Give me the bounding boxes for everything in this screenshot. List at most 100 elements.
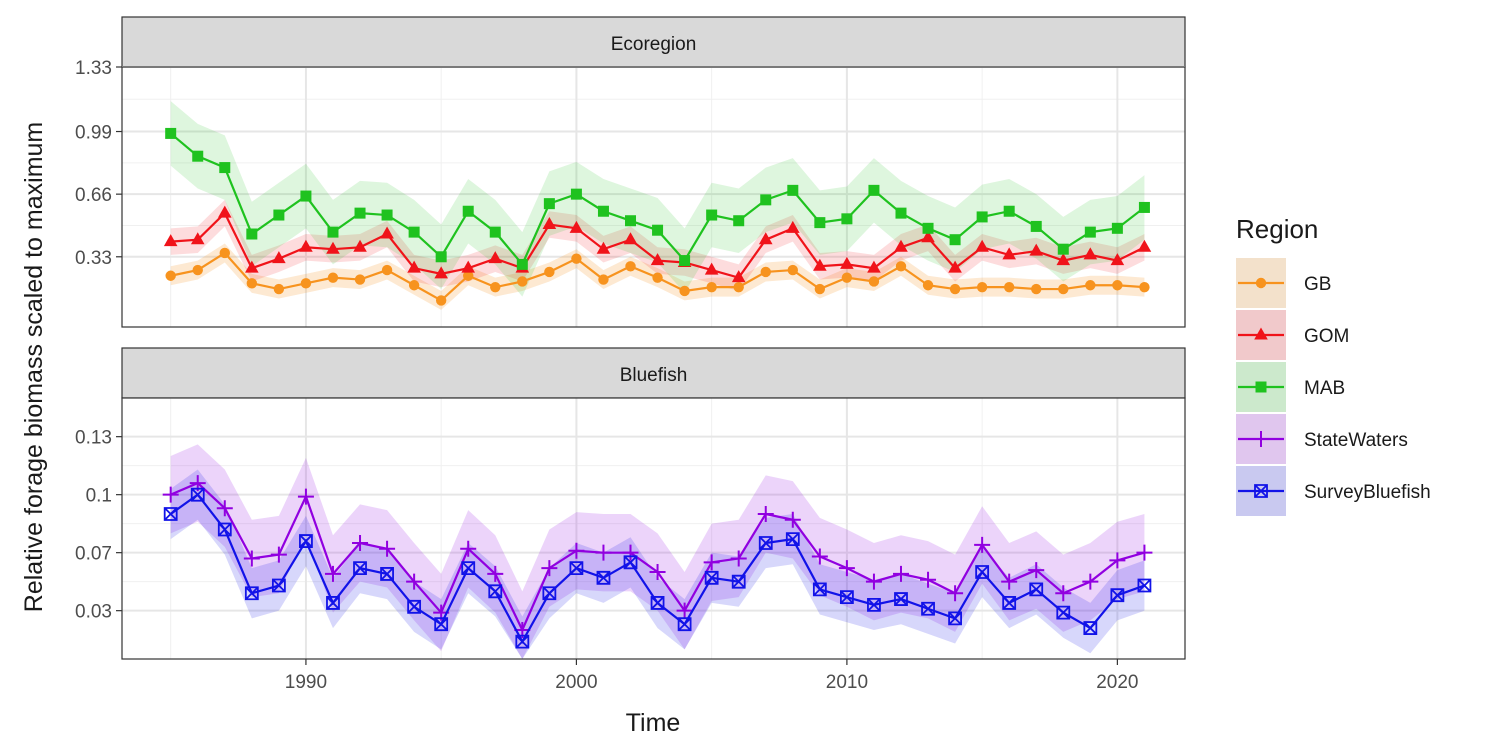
data-point <box>677 617 692 632</box>
data-point <box>243 550 260 567</box>
data-point <box>733 215 745 227</box>
y-tick-label: 0.33 <box>75 248 112 269</box>
data-point <box>622 544 639 561</box>
data-point <box>352 535 369 551</box>
legend-marker <box>1253 431 1269 447</box>
legend-item-surveybluefish: SurveyBluefish <box>1236 466 1431 516</box>
data-point <box>165 127 177 139</box>
data-point <box>1002 596 1017 610</box>
data-point <box>487 565 504 582</box>
data-point <box>679 255 691 267</box>
data-point <box>731 270 746 283</box>
data-point <box>434 617 449 632</box>
data-point <box>162 486 179 503</box>
data-point <box>813 258 827 271</box>
data-point <box>785 220 800 233</box>
data-point <box>704 262 719 275</box>
data-point <box>840 256 854 269</box>
data-point <box>625 261 636 272</box>
data-point <box>300 190 312 202</box>
data-point <box>703 554 720 571</box>
data-point <box>787 184 799 196</box>
data-point <box>1137 239 1152 252</box>
data-point <box>949 283 961 295</box>
data-point <box>541 560 558 577</box>
panel-strip-label: Bluefish <box>620 365 688 386</box>
data-point <box>787 264 798 276</box>
data-point <box>1110 253 1125 266</box>
data-point <box>895 261 907 272</box>
data-point <box>760 266 771 278</box>
data-point <box>1084 226 1096 238</box>
data-point <box>595 544 612 561</box>
data-point <box>462 205 474 217</box>
data-point <box>895 207 907 219</box>
data-point <box>921 601 935 616</box>
chart-panels: Ecoregion 0.33 0.66 0.99 1.33 Bluefish 0.03 0.0… <box>75 16 1186 660</box>
panel-border <box>121 397 1186 660</box>
data-point <box>1003 205 1015 217</box>
data-point <box>381 264 393 276</box>
data-point <box>353 239 367 252</box>
data-point <box>1056 605 1071 620</box>
data-point <box>488 584 503 599</box>
data-point <box>1083 621 1098 635</box>
data-point <box>192 264 203 276</box>
data-point <box>516 258 528 270</box>
data-point <box>706 281 717 293</box>
x-tick-label: 2010 <box>826 672 868 693</box>
data-point <box>190 487 205 502</box>
data-point <box>246 228 258 240</box>
data-point <box>244 586 259 601</box>
data-point <box>568 542 585 559</box>
data-point <box>192 150 204 162</box>
legend-label: MAB <box>1304 378 1345 399</box>
data-point <box>650 253 665 266</box>
data-point <box>297 488 314 505</box>
y-tick-label: 0.66 <box>75 185 112 206</box>
data-point <box>650 596 665 610</box>
data-point <box>1138 201 1150 213</box>
panel-ecoregion: Ecoregion 0.33 0.66 0.99 1.33 <box>75 16 1186 328</box>
data-point <box>270 546 287 563</box>
data-point <box>163 507 178 521</box>
data-point <box>1110 588 1125 603</box>
legend-item-gom: GOM <box>1236 310 1349 360</box>
data-point <box>920 571 937 588</box>
data-point <box>894 239 908 252</box>
data-point <box>757 506 774 522</box>
data-point <box>976 281 988 293</box>
data-point <box>841 213 853 225</box>
data-point <box>217 522 232 537</box>
data-point <box>868 276 880 287</box>
data-point <box>1083 247 1098 260</box>
data-point <box>894 592 908 606</box>
x-axis: 1990 2000 2010 2020 <box>285 659 1139 693</box>
data-point <box>922 222 934 234</box>
data-point <box>785 532 800 547</box>
data-point <box>814 217 826 229</box>
data-point <box>463 270 474 281</box>
series-statewaters <box>162 475 1153 638</box>
data-point <box>841 272 853 283</box>
data-point <box>974 536 991 553</box>
data-point <box>679 285 690 297</box>
data-point <box>217 205 232 218</box>
data-point <box>489 226 501 238</box>
data-point <box>838 560 855 577</box>
data-point <box>1111 222 1123 234</box>
data-point <box>948 611 962 626</box>
data-point <box>271 578 286 593</box>
y-tick-label: 0.99 <box>75 123 112 144</box>
data-point <box>1029 582 1044 597</box>
series-surveybluefish <box>163 487 1152 649</box>
data-point <box>975 565 990 579</box>
y-tick-label: 1.33 <box>75 58 112 79</box>
data-point <box>569 561 584 576</box>
data-point <box>408 226 420 238</box>
data-point <box>299 534 313 548</box>
data-point <box>190 232 205 245</box>
data-point <box>1029 243 1044 256</box>
data-point <box>892 565 909 582</box>
data-point <box>434 266 448 279</box>
